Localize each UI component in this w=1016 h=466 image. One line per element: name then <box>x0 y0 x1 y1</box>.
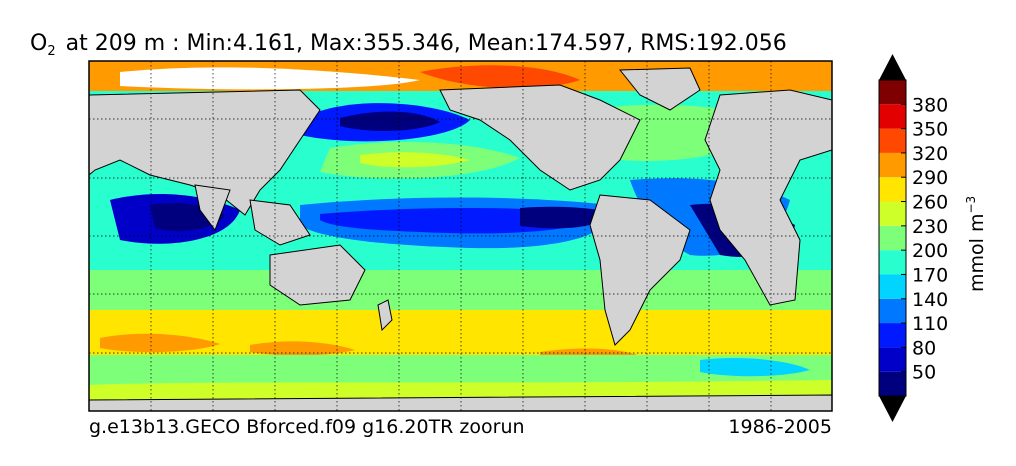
map-frame <box>88 60 833 412</box>
title-variable: O <box>30 31 47 56</box>
colorbar-tick-label: 230 <box>912 216 948 238</box>
colorbar-block <box>879 104 906 129</box>
colorbar-blocks <box>878 54 907 422</box>
south-indian-high <box>100 333 220 353</box>
colorbar-extend-min <box>879 396 906 422</box>
antarctica <box>89 394 832 411</box>
colorbar-block <box>879 323 906 348</box>
title-rest: at 209 m : Min:4.161, Max:355.346, Mean:… <box>66 31 787 56</box>
north-pacific-gyre-core <box>360 152 470 168</box>
land <box>89 67 832 411</box>
south-america <box>589 194 691 346</box>
colorbar-label-unit: mmol m <box>966 214 988 292</box>
maritime-continent <box>249 199 311 246</box>
colorbar-block <box>879 201 906 226</box>
title-variable-subscript: 2 <box>47 44 55 59</box>
colorbar-tick-label: 260 <box>912 192 948 214</box>
colorbar-outline <box>878 79 907 397</box>
colorbar-tick-label: 170 <box>912 264 948 286</box>
map-panel <box>88 60 833 412</box>
east-pacific-omz <box>520 206 610 229</box>
weddell-sea-low <box>700 358 810 377</box>
colorbar-tick-label: 200 <box>912 240 948 262</box>
colorbar-block <box>879 177 906 202</box>
colorbar-block <box>879 347 906 372</box>
colorbar-tick-label: 110 <box>912 313 948 335</box>
sea-ice-missing <box>120 67 420 90</box>
colorbar-block <box>879 298 906 324</box>
india <box>194 184 231 232</box>
map-fields <box>89 61 832 411</box>
colorbar-label: mmol m−3 <box>964 196 988 292</box>
period-label: 1986-2005 <box>728 416 832 438</box>
map-title: O2 at 209 m : Min:4.161, Max:355.346, Mea… <box>30 31 787 59</box>
colorbar-block <box>879 152 906 178</box>
south-pacific-high-west <box>250 341 355 356</box>
africa-europe <box>704 89 832 306</box>
greenland <box>618 67 701 111</box>
colorbar-label-exponent: −3 <box>964 196 978 214</box>
eurasia-east <box>89 89 321 216</box>
colorbar-tick-label: 140 <box>912 289 948 311</box>
colorbar-block <box>879 250 906 275</box>
colorbar-block <box>879 128 906 153</box>
australia <box>269 244 366 306</box>
north-pacific-core <box>340 111 440 131</box>
colorbar-block <box>879 371 906 396</box>
colorbar-tick-label: 380 <box>912 94 948 116</box>
colorbar-tick-label: 290 <box>912 167 948 189</box>
colorbar-tick-label: 320 <box>912 143 948 165</box>
run-label: g.e13b13.GECO Bforced.f09 g16.20TR zooru… <box>89 416 525 438</box>
colorbar-block <box>879 80 906 105</box>
colorbar-block <box>879 274 906 299</box>
colorbar-tick-label: 80 <box>912 337 936 359</box>
colorbar-block <box>879 225 906 251</box>
new-zealand <box>377 299 393 332</box>
arctic-high <box>420 65 580 89</box>
southern-subtropics <box>89 270 832 310</box>
colorbar-tick-label: 350 <box>912 119 948 141</box>
colorbar-tick-label: 50 <box>912 362 936 384</box>
colorbar-extend-max <box>879 54 906 80</box>
